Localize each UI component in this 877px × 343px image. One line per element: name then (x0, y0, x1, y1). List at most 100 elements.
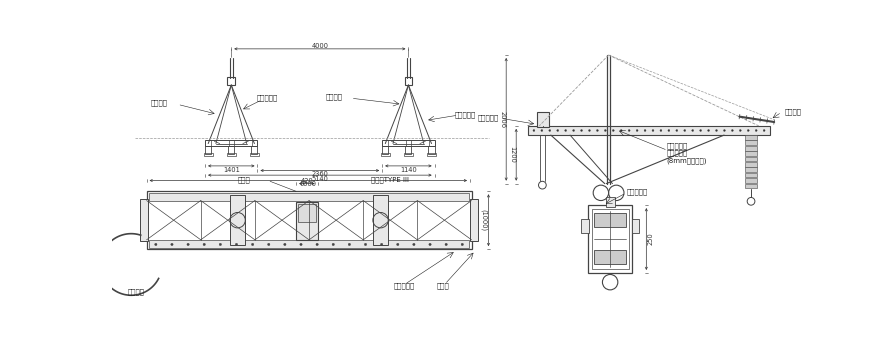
Circle shape (564, 130, 566, 131)
Bar (527, 126, 769, 135)
Bar (593, 213, 625, 227)
Circle shape (171, 243, 173, 246)
Circle shape (445, 243, 446, 246)
Bar (251, 146, 257, 154)
Text: 5140: 5140 (311, 176, 328, 182)
Text: 花篮螺丝: 花篮螺丝 (783, 109, 800, 115)
Circle shape (636, 130, 638, 131)
Circle shape (660, 130, 661, 131)
Circle shape (580, 130, 581, 131)
Circle shape (364, 243, 367, 246)
Circle shape (187, 243, 189, 246)
Circle shape (595, 130, 597, 131)
Circle shape (715, 130, 717, 131)
Circle shape (235, 243, 238, 246)
Bar (587, 205, 631, 273)
Bar (631, 219, 638, 233)
Bar (744, 178, 756, 183)
Bar (205, 140, 257, 146)
Bar (469, 199, 477, 241)
Text: 420: 420 (300, 178, 313, 184)
Circle shape (707, 130, 709, 131)
Bar (426, 153, 436, 156)
Text: 上限位装置: 上限位装置 (477, 115, 498, 121)
Bar (381, 140, 434, 146)
Text: 主钢丝绳: 主钢丝绳 (325, 93, 343, 100)
Text: 下限位挡块: 下限位挡块 (394, 283, 415, 289)
Circle shape (699, 130, 701, 131)
Circle shape (746, 130, 748, 131)
Bar (744, 162, 756, 167)
Bar (227, 78, 235, 85)
Bar (146, 191, 471, 249)
Bar (744, 151, 756, 156)
Circle shape (556, 130, 558, 131)
Bar (297, 204, 316, 222)
Circle shape (667, 130, 669, 131)
Bar (381, 153, 389, 156)
Circle shape (412, 243, 415, 246)
Circle shape (683, 130, 685, 131)
Circle shape (283, 243, 286, 246)
Text: 4000: 4000 (311, 43, 328, 49)
Circle shape (723, 130, 724, 131)
Text: 电源电缆: 电源电缆 (127, 288, 144, 295)
Circle shape (532, 130, 534, 131)
Text: 万向轮: 万向轮 (436, 283, 449, 289)
Bar (228, 146, 234, 154)
Circle shape (348, 243, 350, 246)
Circle shape (754, 130, 756, 131)
Text: 1200: 1200 (509, 146, 515, 163)
Bar (373, 195, 388, 245)
Bar (744, 173, 756, 177)
Circle shape (332, 243, 334, 246)
Circle shape (396, 243, 398, 246)
Circle shape (691, 130, 693, 131)
Circle shape (644, 130, 645, 131)
Text: 上限位装置: 上限位装置 (625, 188, 647, 194)
Circle shape (380, 243, 382, 246)
Bar (744, 167, 756, 172)
Text: 250: 250 (646, 233, 652, 246)
Circle shape (762, 130, 764, 131)
Bar (428, 146, 434, 154)
Bar (744, 184, 756, 188)
Circle shape (620, 130, 622, 131)
Text: 控制箱: 控制箱 (238, 176, 250, 183)
Text: 安全锁TYPE III: 安全锁TYPE III (371, 176, 409, 183)
Text: 安全钢丝绳: 安全钢丝绳 (454, 111, 475, 118)
Circle shape (267, 243, 269, 246)
Bar (405, 146, 411, 154)
Circle shape (300, 243, 302, 246)
Circle shape (251, 243, 253, 246)
Circle shape (675, 130, 677, 131)
Bar (205, 146, 211, 154)
Circle shape (652, 130, 653, 131)
Circle shape (588, 130, 589, 131)
Bar (605, 198, 614, 207)
Circle shape (428, 243, 431, 246)
Bar (249, 153, 259, 156)
Bar (149, 193, 468, 201)
Text: 安全钢丝绳: 安全钢丝绳 (256, 94, 278, 101)
Bar (744, 157, 756, 161)
Circle shape (540, 130, 542, 131)
Bar (744, 141, 756, 145)
Bar (403, 153, 412, 156)
Bar (744, 146, 756, 151)
Circle shape (548, 130, 550, 131)
Circle shape (738, 130, 740, 131)
Bar (140, 199, 148, 241)
Bar (404, 78, 412, 85)
Circle shape (731, 130, 732, 131)
Circle shape (603, 130, 606, 131)
Circle shape (572, 130, 574, 131)
Text: 2006: 2006 (499, 111, 505, 128)
Bar (203, 153, 212, 156)
Circle shape (219, 243, 221, 246)
Bar (591, 209, 628, 269)
Bar (744, 135, 756, 140)
Circle shape (203, 243, 205, 246)
Text: 2360: 2360 (311, 172, 328, 177)
Circle shape (611, 130, 614, 131)
